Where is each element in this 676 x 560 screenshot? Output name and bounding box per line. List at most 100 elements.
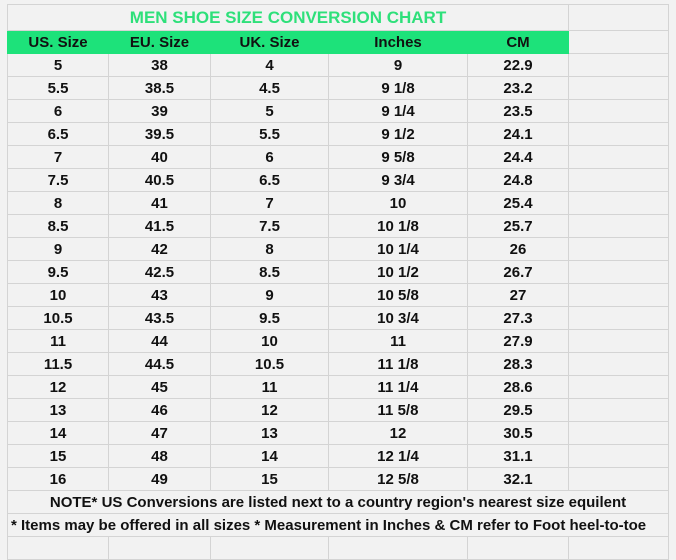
table-cell: 5.5 <box>7 76 109 100</box>
table-cell: 48 <box>108 444 211 468</box>
table-row: 10.5 43.5 9.5 10 3/4 27.3 <box>7 306 669 330</box>
table-cell: 7 <box>210 191 329 215</box>
table-cell: 23.5 <box>467 99 569 123</box>
table-cell: 43.5 <box>108 306 211 330</box>
table-cell: 30.5 <box>467 421 569 445</box>
empty-cell <box>210 536 329 560</box>
table-row: 7.5 40.5 6.5 9 3/4 24.8 <box>7 168 669 192</box>
table-cell: 38 <box>108 53 211 77</box>
table-row: 10 43 9 10 5/8 27 <box>7 283 669 307</box>
table-cell: 39.5 <box>108 122 211 146</box>
table-cell: 6 <box>7 99 109 123</box>
empty-cell <box>568 398 669 422</box>
table-cell: 10 <box>328 191 468 215</box>
note-row: NOTE* US Conversions are listed next to … <box>7 490 669 514</box>
empty-cell <box>568 536 669 560</box>
empty-cell <box>568 467 669 491</box>
table-row: 16 49 15 12 5/8 32.1 <box>7 467 669 491</box>
table-cell: 43 <box>108 283 211 307</box>
empty-cell <box>568 76 669 100</box>
empty-cell <box>568 30 669 54</box>
table-row: 5.5 38.5 4.5 9 1/8 23.2 <box>7 76 669 100</box>
header-us: US. Size <box>7 30 109 54</box>
header-uk: UK. Size <box>210 30 329 54</box>
empty-cell <box>467 536 569 560</box>
chart-title: MEN SHOE SIZE CONVERSION CHART <box>7 4 569 31</box>
table-cell: 12 <box>210 398 329 422</box>
table-cell: 11.5 <box>7 352 109 376</box>
table-row: 6.5 39.5 5.5 9 1/2 24.1 <box>7 122 669 146</box>
table-cell: 12 <box>7 375 109 399</box>
empty-cell <box>568 122 669 146</box>
table-cell: 44 <box>108 329 211 353</box>
table-cell: 25.7 <box>467 214 569 238</box>
header-eu: EU. Size <box>108 30 211 54</box>
table-row: 9.5 42.5 8.5 10 1/2 26.7 <box>7 260 669 284</box>
table-cell: 5 <box>210 99 329 123</box>
table-cell: 11 <box>210 375 329 399</box>
empty-cell <box>568 53 669 77</box>
table-cell: 4 <box>210 53 329 77</box>
table-cell: 28.6 <box>467 375 569 399</box>
table-cell: 7.5 <box>7 168 109 192</box>
table-cell: 6 <box>210 145 329 169</box>
table-cell: 10 <box>210 329 329 353</box>
table-cell: 11 <box>328 329 468 353</box>
table-cell: 9.5 <box>210 306 329 330</box>
size-chart: MEN SHOE SIZE CONVERSION CHART US. Size … <box>7 4 669 560</box>
table-cell: 49 <box>108 467 211 491</box>
table-row: 5 38 4 9 22.9 <box>7 53 669 77</box>
table-cell: 9 1/4 <box>328 99 468 123</box>
empty-cell <box>568 444 669 468</box>
table-cell: 9 3/4 <box>328 168 468 192</box>
table-cell: 27 <box>467 283 569 307</box>
table-cell: 14 <box>7 421 109 445</box>
table-cell: 41 <box>108 191 211 215</box>
table-cell: 11 1/4 <box>328 375 468 399</box>
empty-cell <box>568 4 669 31</box>
table-cell: 12 1/4 <box>328 444 468 468</box>
table-row: 15 48 14 12 1/4 31.1 <box>7 444 669 468</box>
table-row: 8.5 41.5 7.5 10 1/8 25.7 <box>7 214 669 238</box>
table-cell: 10.5 <box>210 352 329 376</box>
table-cell: 40 <box>108 145 211 169</box>
empty-cell <box>568 329 669 353</box>
table-row: 8 41 7 10 25.4 <box>7 191 669 215</box>
table-row: 14 47 13 12 30.5 <box>7 421 669 445</box>
table-cell: 9 <box>7 237 109 261</box>
table-cell: 38.5 <box>108 76 211 100</box>
table-cell: 9 <box>328 53 468 77</box>
table-cell: 15 <box>210 467 329 491</box>
empty-cell <box>7 536 109 560</box>
empty-cell <box>108 536 211 560</box>
table-cell: 44.5 <box>108 352 211 376</box>
table-cell: 16 <box>7 467 109 491</box>
table-cell: 8 <box>210 237 329 261</box>
empty-cell <box>568 237 669 261</box>
table-cell: 5 <box>7 53 109 77</box>
table-cell: 22.9 <box>467 53 569 77</box>
table-cell: 9 1/2 <box>328 122 468 146</box>
table-cell: 32.1 <box>467 467 569 491</box>
disclaimer-row: * Items may be offered in all sizes * Me… <box>7 513 669 537</box>
table-cell: 28.3 <box>467 352 569 376</box>
empty-cell <box>568 99 669 123</box>
table-cell: 10.5 <box>7 306 109 330</box>
table-cell: 11 5/8 <box>328 398 468 422</box>
table-cell: 7 <box>7 145 109 169</box>
header-inches: Inches <box>328 30 468 54</box>
empty-cell <box>568 352 669 376</box>
empty-cell <box>568 168 669 192</box>
table-row: 7 40 6 9 5/8 24.4 <box>7 145 669 169</box>
table-cell: 13 <box>210 421 329 445</box>
table-cell: 12 <box>328 421 468 445</box>
table-cell: 9.5 <box>7 260 109 284</box>
empty-cell <box>568 145 669 169</box>
table-cell: 24.4 <box>467 145 569 169</box>
table-cell: 9 5/8 <box>328 145 468 169</box>
table-cell: 10 5/8 <box>328 283 468 307</box>
table-cell: 13 <box>7 398 109 422</box>
header-cm: CM <box>467 30 569 54</box>
table-cell: 4.5 <box>210 76 329 100</box>
table-cell: 10 <box>7 283 109 307</box>
